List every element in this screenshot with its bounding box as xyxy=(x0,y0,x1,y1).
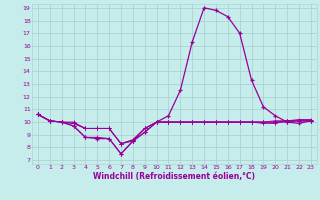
X-axis label: Windchill (Refroidissement éolien,°C): Windchill (Refroidissement éolien,°C) xyxy=(93,172,255,181)
